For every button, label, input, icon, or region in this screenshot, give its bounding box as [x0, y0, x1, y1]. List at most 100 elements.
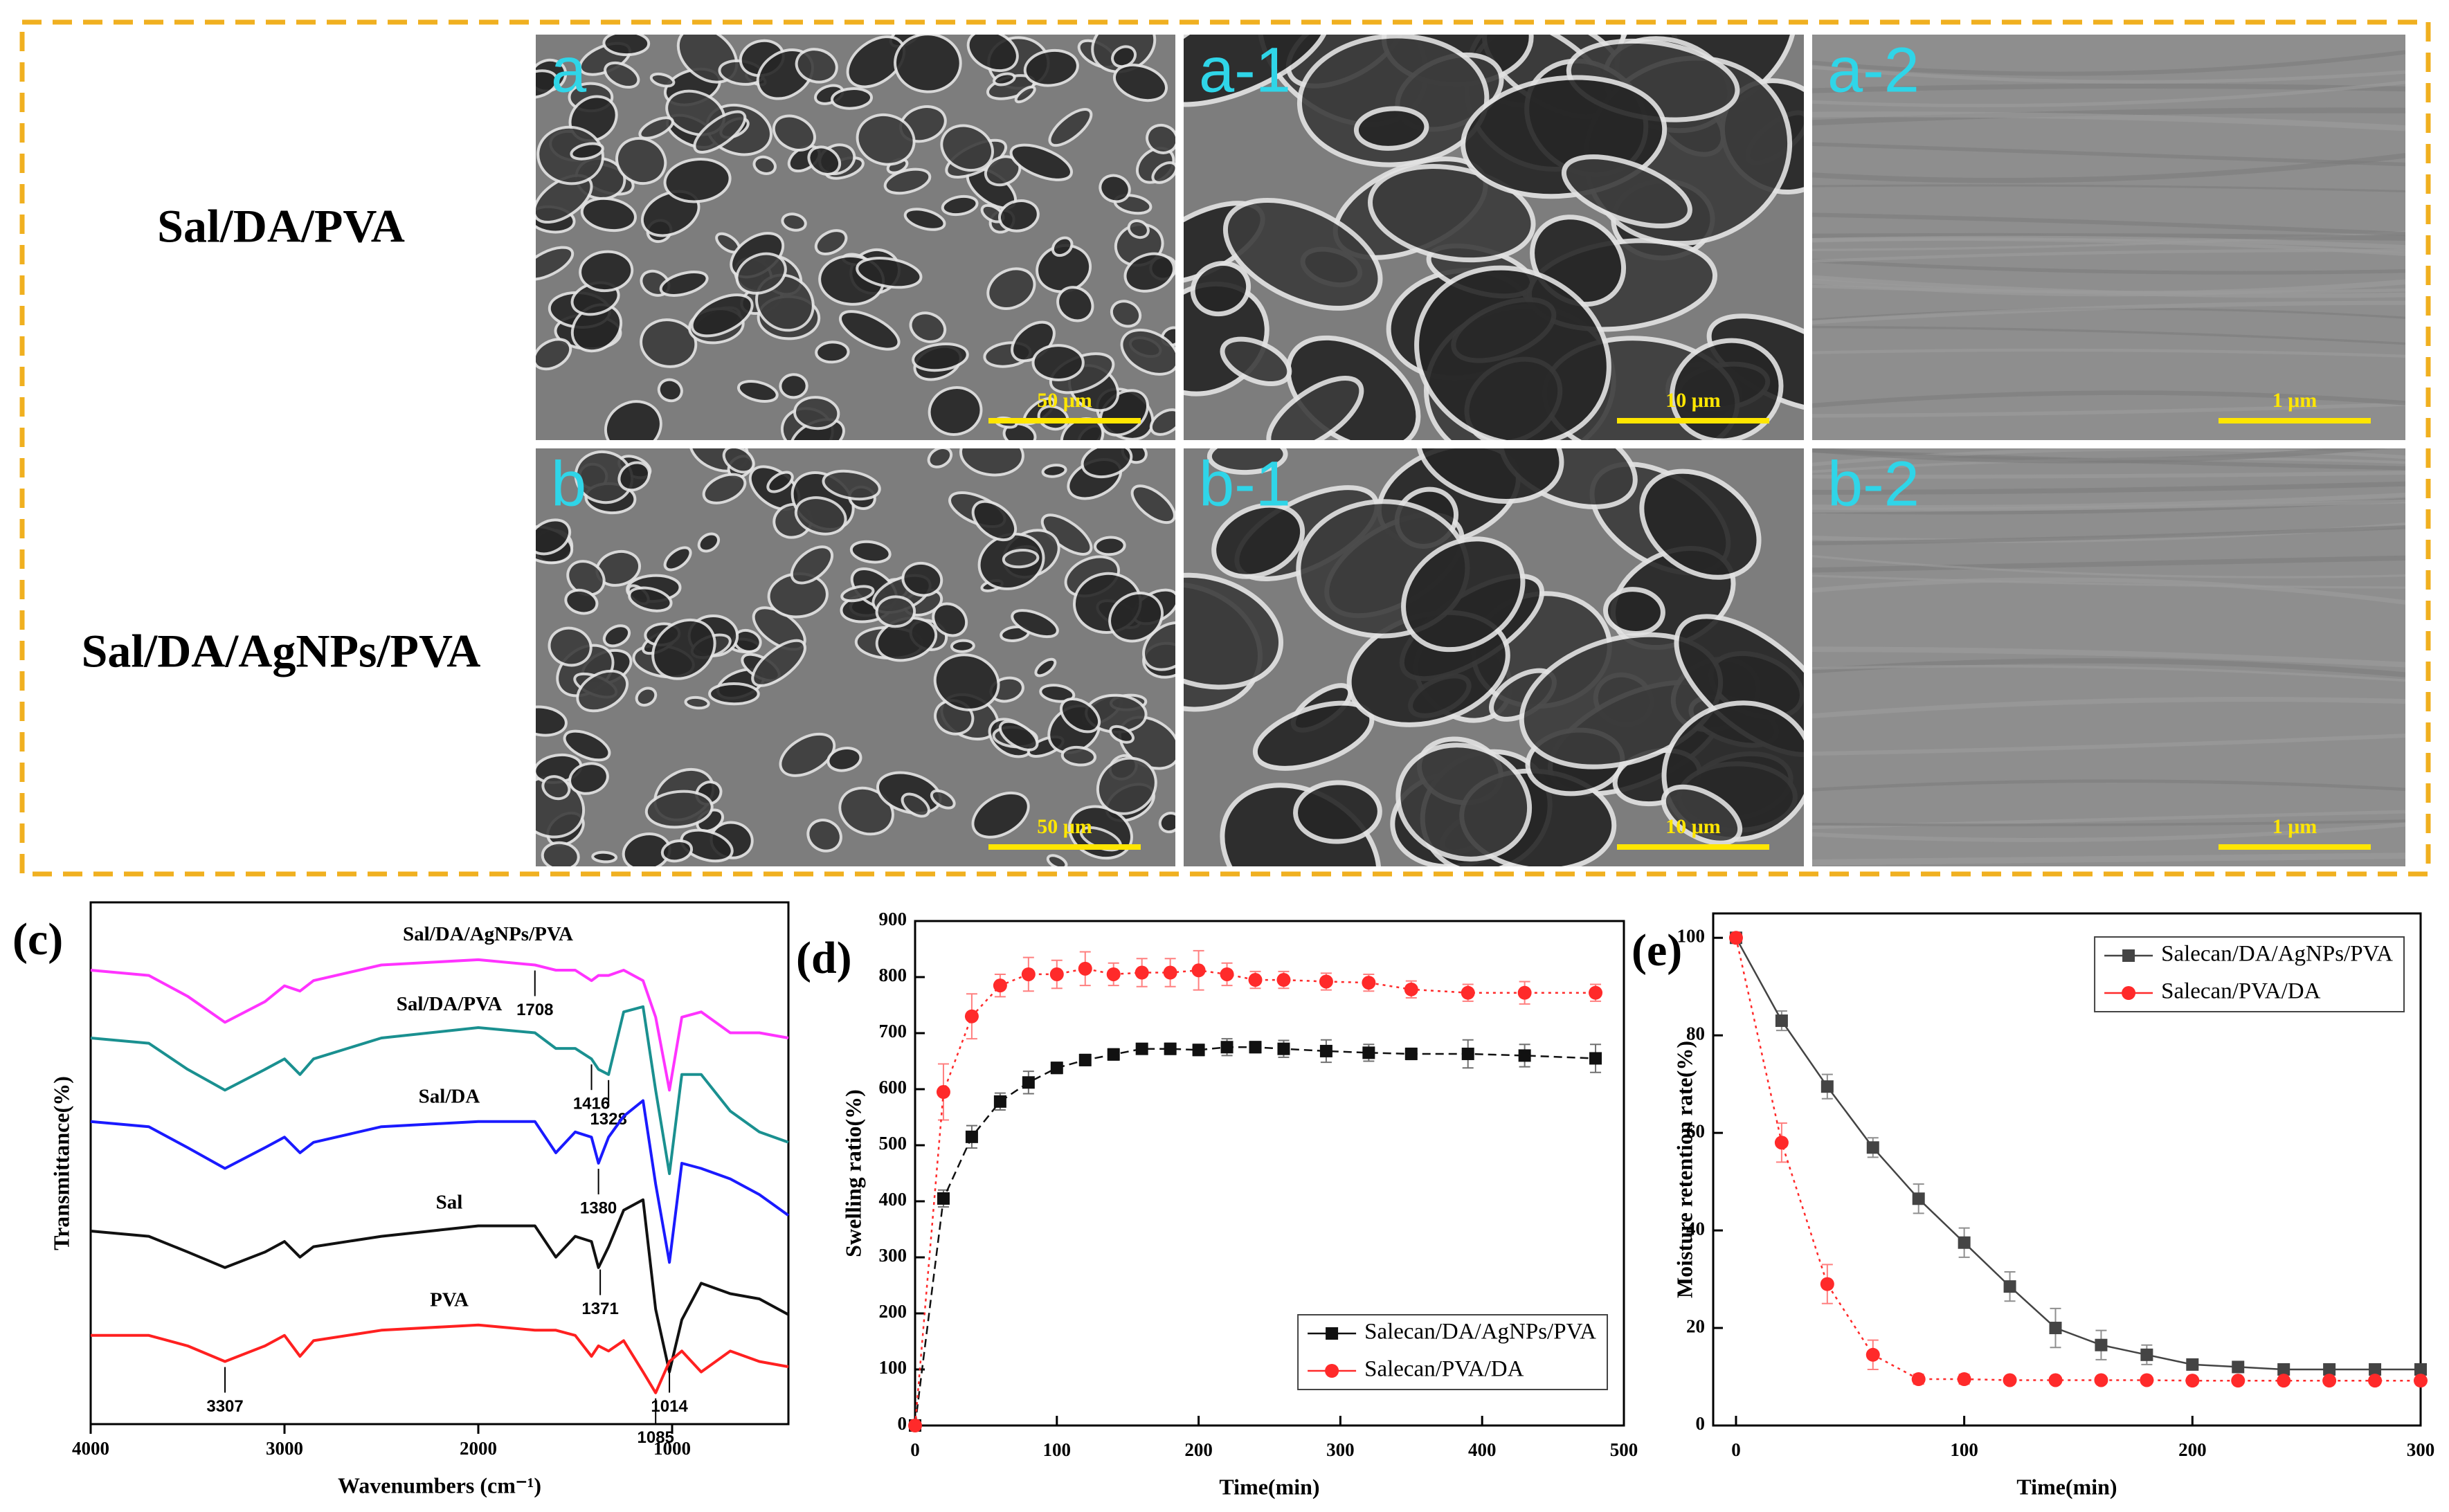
sem-image: b 50 μm [536, 448, 1175, 866]
panel-label: (c) [12, 914, 63, 965]
peak-label: 1380 [580, 1199, 617, 1217]
pore [1414, 265, 1611, 440]
surface-streak [1812, 153, 2405, 183]
pore [1639, 468, 1762, 580]
pore [849, 540, 892, 564]
x-tick-label: 300 [2407, 1439, 2435, 1460]
series-line [90, 1198, 789, 1374]
x-axis-label: Wavenumbers (cm⁻¹) [338, 1473, 541, 1497]
pore [693, 110, 747, 154]
marker [1021, 967, 1036, 981]
y-axis-label: Moisture retention rate(%) [1672, 1041, 1697, 1298]
marker [2186, 1358, 2199, 1371]
peak-label: 1085 [638, 1428, 674, 1447]
surface-streak [1812, 248, 2405, 263]
peak-label: 1014 [651, 1397, 688, 1416]
pore [901, 792, 930, 818]
marker [993, 978, 1007, 993]
pore [659, 270, 709, 297]
series-label: PVA [430, 1289, 469, 1311]
pore [1060, 698, 1101, 734]
surface-streak [1812, 646, 2405, 668]
pore [735, 252, 787, 295]
peak-label: 1708 [516, 1001, 553, 1019]
x-axis-label: Time(min) [2016, 1474, 2117, 1499]
pore [1220, 336, 1292, 386]
surface-streak [1812, 574, 2405, 589]
surface-streak [1812, 819, 2405, 827]
x-axis-label: Time(min) [1219, 1474, 1319, 1499]
y-tick-label: 400 [879, 1189, 907, 1210]
surface-streak [1812, 390, 2405, 408]
marker [1362, 976, 1376, 990]
pore [602, 624, 631, 648]
x-tick-label: 0 [910, 1439, 920, 1460]
x-tick-label: 3000 [266, 1438, 303, 1459]
pore [604, 400, 662, 440]
pore [932, 602, 968, 637]
pore [927, 448, 953, 468]
pore [1670, 338, 1784, 440]
pore [901, 561, 943, 597]
series-line [91, 1323, 789, 1394]
pore [536, 174, 593, 224]
legend: Salecan/DA/AgNPs/PVA Salecan/PVA/DA [2094, 936, 2405, 1012]
pore [541, 841, 580, 866]
marker [1775, 1014, 1788, 1028]
pore [1211, 502, 1305, 579]
series-label: Sal/DA [419, 1086, 480, 1108]
pore [1184, 35, 1330, 107]
pore [580, 197, 637, 233]
series-label: Sal [436, 1192, 463, 1214]
marker [1319, 974, 1333, 989]
pore [1602, 587, 1665, 636]
panel-label: (d) [796, 933, 852, 983]
pore [651, 618, 716, 680]
sem-image: a-2 1 μm [1812, 35, 2405, 440]
pore [912, 343, 969, 372]
marker [1106, 967, 1121, 981]
marker [1022, 1076, 1035, 1089]
pore [1041, 464, 1067, 478]
marker [1248, 973, 1263, 987]
peak-label: 3307 [206, 1397, 243, 1416]
pore [1096, 756, 1157, 815]
pore [1293, 780, 1382, 844]
pore [568, 762, 609, 795]
marker [1461, 1047, 1474, 1060]
surface-streak [1812, 259, 2405, 275]
surface-streak [1812, 492, 2405, 510]
x-tick-label: 100 [1950, 1439, 1978, 1460]
scale-bar-label: 50 μm [1037, 389, 1092, 412]
marker [2277, 1363, 2290, 1376]
sem-images: a 50 μm a-1 10 μm a-2 1 μm b 50 μm b-1 10 μm b-2 1 … [536, 35, 2405, 866]
y-tick-label: 80 [1686, 1023, 1705, 1044]
marker [1728, 931, 1743, 945]
pore [1002, 422, 1037, 440]
pore [657, 378, 683, 403]
marker [1135, 1042, 1148, 1055]
series-line [914, 967, 1596, 1426]
pore [993, 72, 1016, 86]
pore [940, 124, 994, 172]
surface-streak [1812, 212, 2405, 237]
surface-streak [1812, 65, 2405, 84]
pore [998, 720, 1039, 752]
peak-label: 1416 [573, 1095, 610, 1113]
surface-streak [1812, 348, 2405, 358]
pore [950, 639, 975, 653]
pore [779, 373, 808, 399]
pore [644, 790, 714, 829]
marker [2185, 1374, 2200, 1388]
marker [2231, 1374, 2245, 1388]
pore [663, 546, 692, 572]
image-tag: a [551, 35, 587, 105]
marker [908, 1419, 922, 1432]
pore [1207, 448, 1288, 475]
pore [690, 293, 754, 338]
surface-streak [1812, 448, 2389, 464]
y-tick-label: 800 [879, 965, 907, 985]
pore [1009, 143, 1073, 181]
legend-label: Salecan/PVA/DA [2161, 979, 2321, 1004]
